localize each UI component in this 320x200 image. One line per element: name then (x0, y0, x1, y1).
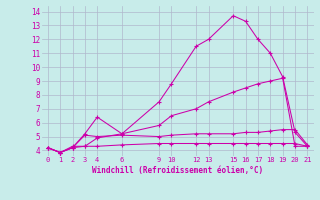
X-axis label: Windchill (Refroidissement éolien,°C): Windchill (Refroidissement éolien,°C) (92, 166, 263, 175)
